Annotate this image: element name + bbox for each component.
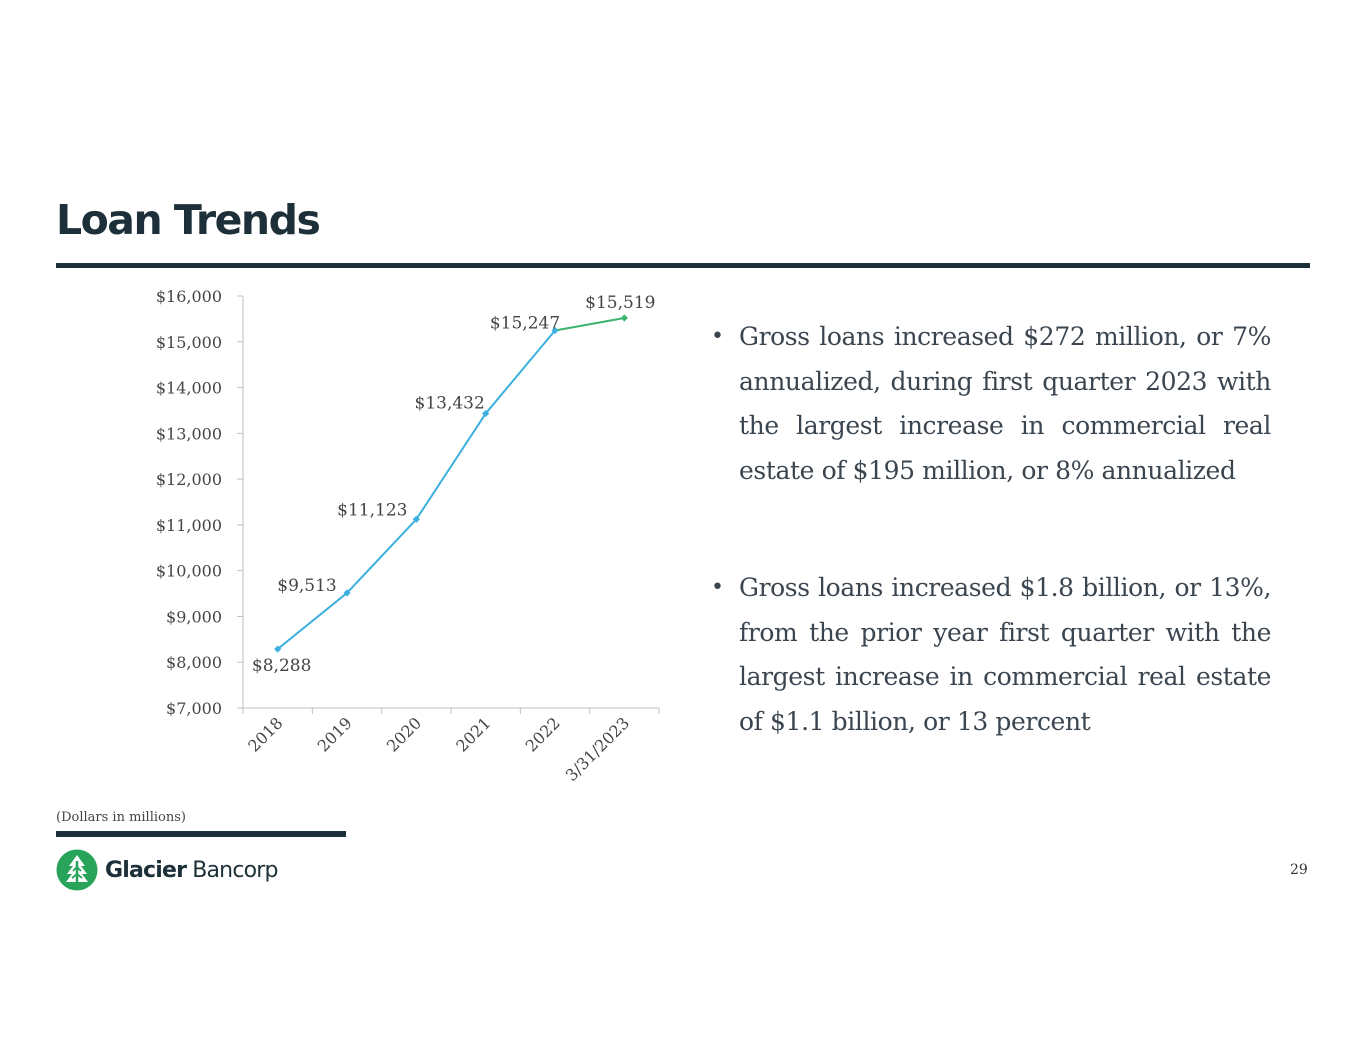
logo-wordmark: Glacier Bancorp bbox=[105, 857, 278, 883]
y-tick-label: $8,000 bbox=[166, 653, 222, 672]
series-line-segment bbox=[277, 592, 348, 650]
bullet-list: • Gross loans increased $272 million, or… bbox=[711, 315, 1271, 744]
data-label: $15,519 bbox=[585, 293, 655, 313]
bullet-text: Gross loans increased $1.8 billion, or 1… bbox=[739, 573, 1271, 736]
x-tick-label: 2021 bbox=[452, 713, 494, 755]
bullet-annual-growth: • Gross loans increased $1.8 billion, or… bbox=[711, 566, 1271, 744]
data-point-marker bbox=[620, 314, 628, 322]
y-tick-label: $15,000 bbox=[156, 333, 222, 352]
x-tick-label: 2020 bbox=[383, 713, 425, 755]
x-tick-label: 2018 bbox=[244, 713, 286, 755]
loan-trends-chart: $7,000 $8,000 $9,000 $10,000 $11,000 $12,000 $… bbox=[156, 287, 660, 785]
title-divider bbox=[56, 263, 1310, 268]
y-tick-label: $11,000 bbox=[156, 516, 222, 535]
x-tick-label: 2019 bbox=[314, 713, 356, 755]
y-tick-label: $7,000 bbox=[166, 699, 222, 718]
data-label: $9,513 bbox=[277, 576, 336, 596]
series-line-segment bbox=[346, 518, 418, 594]
bullet-text: Gross loans increased $272 million, or 7… bbox=[739, 322, 1271, 485]
data-label: $13,432 bbox=[415, 394, 485, 414]
data-point-marker bbox=[343, 589, 351, 597]
y-tick-label: $16,000 bbox=[156, 287, 222, 306]
page-number: 29 bbox=[1290, 862, 1308, 878]
tree-icon bbox=[56, 849, 98, 891]
data-label: $8,288 bbox=[252, 656, 311, 676]
series-line-segment bbox=[415, 413, 487, 520]
y-tick-label: $14,000 bbox=[156, 379, 222, 398]
data-point-marker bbox=[274, 645, 282, 653]
company-logo: Glacier Bancorp bbox=[56, 849, 278, 891]
series-line-segment bbox=[554, 317, 625, 332]
y-tick-label: $9,000 bbox=[166, 607, 222, 626]
x-tick-label: 3/31/2023 bbox=[562, 713, 633, 784]
y-tick-label: $13,000 bbox=[156, 424, 222, 443]
page-title: Loan Trends bbox=[56, 196, 321, 244]
bullet-quarterly-growth: • Gross loans increased $272 million, or… bbox=[711, 315, 1271, 493]
series-line-segment bbox=[484, 329, 556, 415]
data-label: $15,247 bbox=[490, 313, 560, 333]
y-tick-label: $12,000 bbox=[156, 470, 222, 489]
bullet-marker: • bbox=[711, 324, 724, 349]
data-label: $11,123 bbox=[337, 500, 407, 520]
units-footnote: (Dollars in millions) bbox=[56, 810, 186, 825]
bullet-marker: • bbox=[711, 575, 724, 600]
footer-divider bbox=[56, 831, 346, 837]
x-tick-label: 2022 bbox=[522, 713, 564, 755]
y-tick-label: $10,000 bbox=[156, 562, 222, 581]
